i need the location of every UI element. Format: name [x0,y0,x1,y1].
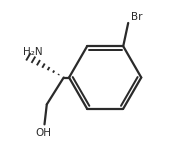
Text: H₂N: H₂N [23,47,43,57]
Text: OH: OH [35,128,51,138]
Text: Br: Br [131,12,143,22]
